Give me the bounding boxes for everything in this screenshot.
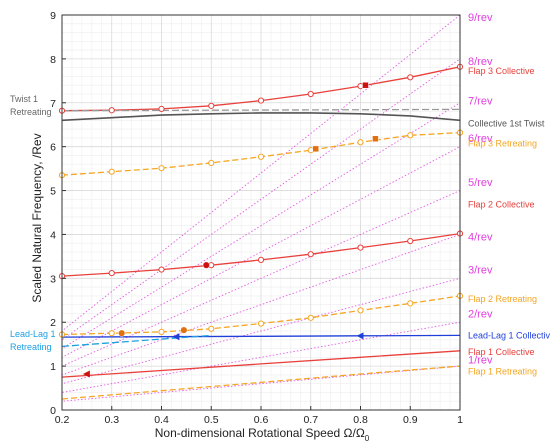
data-point-flap-2-collective	[158, 266, 165, 273]
per-rev-label-2: 2/rev	[468, 308, 493, 320]
per-rev-label-4: 4/rev	[468, 232, 493, 244]
y-tick-label: 2	[50, 317, 56, 329]
y-tick-label: 3	[50, 273, 56, 285]
per-rev-line-7	[62, 102, 460, 350]
highlight-marker-square	[362, 81, 369, 89]
highlight-marker-square	[312, 145, 319, 153]
data-point-flap-2-retreating	[307, 314, 314, 321]
data-point-flap-2-retreating	[407, 300, 414, 307]
left-label-lead-lag-1-retreating: Lead-Lag 1	[10, 329, 56, 339]
y-tick-label: 1	[50, 361, 56, 373]
highlight-marker-circle	[202, 261, 210, 269]
x-tick-label: 0.7	[303, 414, 318, 426]
y-tick-label: 8	[50, 54, 56, 66]
series-line-flap-1-retreating	[62, 365, 460, 400]
x-tick-label: 0.3	[104, 414, 119, 426]
per-rev-line-9	[62, 15, 460, 332]
data-point-flap-3-collective	[158, 105, 165, 113]
data-point-flap-3-retreating	[407, 132, 414, 139]
data-point-flap-3-collective	[407, 74, 414, 81]
y-tick-label: 7	[50, 98, 56, 110]
data-point-flap-2-retreating	[108, 330, 115, 337]
per-rev-line-6	[62, 146, 460, 358]
series-label-flap-1-retreating: Flap 1 Retreating	[468, 367, 537, 377]
data-point-flap-3-retreating	[257, 153, 265, 160]
highlight-marker-circle	[180, 326, 188, 334]
highlight-marker-triangle	[172, 333, 180, 341]
series-line-twist-1-retreating	[62, 108, 460, 112]
data-point-flap-2-collective	[357, 244, 364, 251]
x-tick-label: 1	[457, 414, 463, 426]
data-point-flap-2-collective	[108, 269, 115, 277]
series-label-flap-2-collective: Flap 2 Collective	[468, 200, 535, 210]
data-point-flap-2-retreating	[158, 328, 165, 335]
data-point-flap-3-collective	[108, 107, 115, 114]
highlight-marker-triangle	[356, 332, 364, 340]
series-line-collective-1st-twist	[62, 112, 460, 122]
x-tick-label: 0.6	[254, 414, 269, 426]
x-axis-title-main: Non-dimensional Rotational Speed Ω/Ω	[155, 426, 365, 440]
x-tick-label: 0.5	[204, 414, 219, 426]
per-rev-line-1	[62, 365, 460, 402]
data-point-flap-3-collective	[307, 90, 314, 98]
series-label-flap-1-collective: Flap 1 Collective	[468, 347, 535, 357]
per-rev-label-9: 9/rev	[468, 12, 493, 24]
y-tick-label: 4	[50, 229, 56, 241]
left-label-lead-lag-1-retreating: Retreating	[10, 342, 52, 352]
data-point-flap-2-collective	[407, 237, 414, 245]
left-label-twist-1-retreating: Retreating	[10, 107, 52, 117]
data-point-flap-3-retreating	[357, 139, 364, 146]
y-tick-label: 6	[50, 142, 56, 154]
y-tick-label: 0	[50, 405, 56, 417]
x-axis-title: Non-dimensional Rotational Speed Ω/Ω0	[155, 426, 370, 443]
x-tick-label: 0.9	[403, 414, 418, 426]
per-rev-label-6: 6/rev	[468, 133, 493, 145]
x-tick-label: 0.2	[55, 414, 70, 426]
per-rev-label-5: 5/rev	[468, 177, 493, 189]
x-tick-label: 0.8	[353, 414, 368, 426]
series-label-lead-lag-1-collective: Lead-Lag 1 Collective	[468, 331, 550, 341]
per-rev-line-4	[62, 234, 460, 376]
data-point-flap-2-retreating	[257, 320, 265, 327]
y-axis-title: Scaled Natural Frequency, /Rev	[30, 133, 44, 302]
per-rev-label-8: 8/rev	[468, 56, 493, 68]
series-line-flap-1-collective	[62, 350, 460, 378]
series-label-flap-3-retreating: Flap 3 Retreating	[468, 138, 537, 148]
per-rev-label-7: 7/rev	[468, 96, 493, 108]
per-rev-label-1: 1/rev	[468, 355, 493, 367]
data-point-flap-2-retreating	[357, 307, 364, 314]
data-point-flap-3-retreating	[208, 159, 215, 167]
highlight-marker-square	[372, 135, 379, 143]
data-point-flap-2-collective	[257, 256, 265, 263]
series-line-lead-lag-1-collective	[62, 334, 460, 338]
x-tick-label: 0.4	[154, 414, 169, 426]
x-axis-title-subscript: 0	[365, 434, 370, 443]
data-point-flap-2-retreating	[208, 325, 215, 332]
series-line-lead-lag-1-retreating	[62, 334, 212, 348]
y-tick-label: 5	[50, 186, 56, 198]
left-label-twist-1-retreating: Twist 1	[10, 94, 38, 104]
data-point-flap-3-retreating	[158, 165, 165, 172]
series-label-flap-2-retreating: Flap 2 Retreating	[468, 294, 537, 304]
highlight-marker-circle	[118, 329, 126, 337]
series-label-flap-3-collective: Flap 3 Collective	[468, 66, 535, 76]
highlight-marker-triangle	[82, 370, 90, 378]
series-label-collective-1st-twist: Collective 1st Twist	[468, 119, 545, 129]
data-point-flap-3-collective	[257, 97, 265, 104]
per-rev-line-2	[62, 321, 460, 393]
data-point-flap-3-collective	[208, 102, 215, 109]
y-tick-label: 9	[50, 10, 56, 22]
data-point-flap-3-retreating	[108, 168, 115, 175]
per-rev-label-3: 3/rev	[468, 265, 493, 277]
data-point-flap-2-collective	[307, 251, 314, 258]
